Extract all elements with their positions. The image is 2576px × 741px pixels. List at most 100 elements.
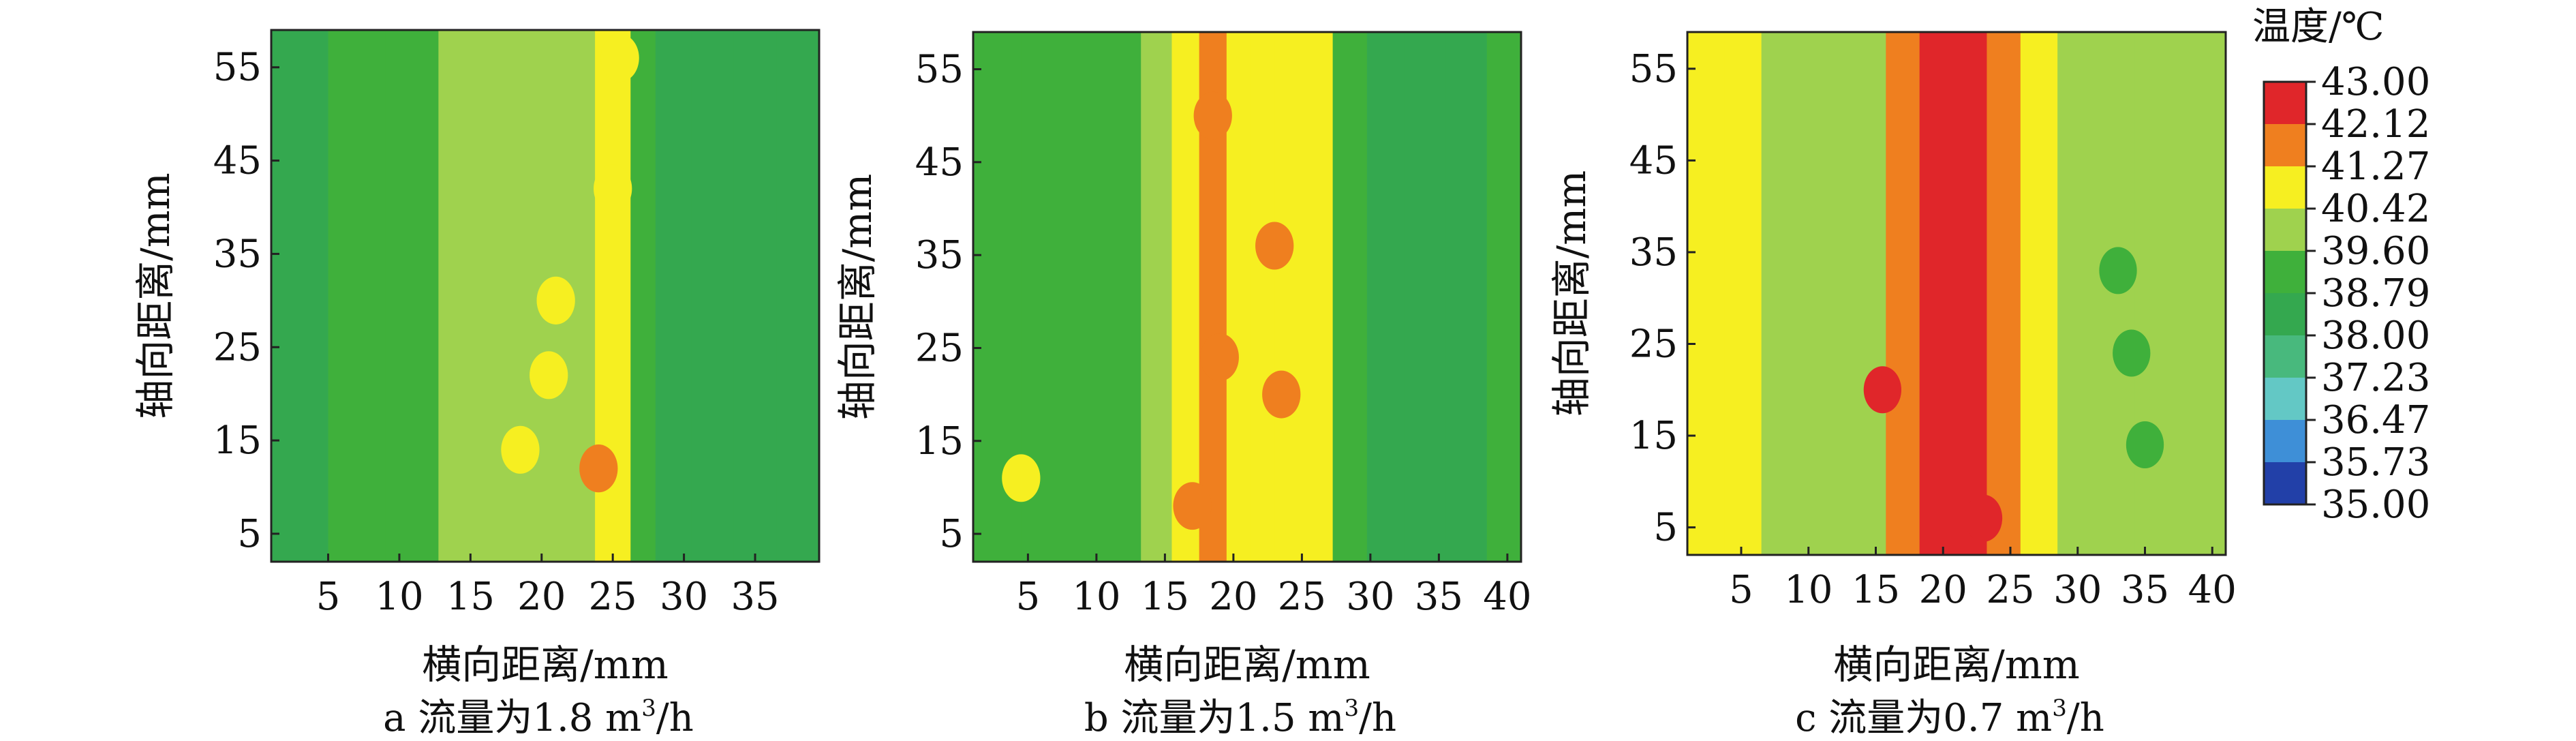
x-tick-label: 20 [1209,575,1257,619]
x-tick-label: 15 [1852,568,1900,612]
y-tick-label: 55 [213,46,262,90]
heatmap-band [2172,32,2207,555]
heatmap-band [1103,32,1142,562]
y-axis-label: 轴向距离/mm [1548,170,1595,417]
x-axis-label: 横向距离/mm [1124,641,1370,688]
x-tick-label: 40 [1483,575,1531,619]
heatmap-spot [1002,454,1041,502]
heatmap-spot [579,444,618,493]
colorbar-segment [2264,209,2306,251]
panel-b: 5 10 15 20 25 30 35 40 5 15 25 35 45 55 横向距离/mm 轴向距离/mm… [834,31,1532,740]
heatmap-band [1849,32,1887,555]
heatmap-band [385,30,440,562]
heatmap-band [271,30,329,562]
colorbar-tick-label: 37.23 [2321,356,2430,400]
heatmap-band [613,30,632,562]
heatmap-spot [1262,370,1301,419]
colorbar-segment [2264,378,2306,420]
colorbar-tick-label: 38.79 [2321,271,2430,316]
heatmap-band [630,30,656,562]
colorbar-segment [2264,293,2306,335]
colorbar-tick-label: 39.60 [2321,229,2430,273]
y-tick-label: 45 [915,140,964,185]
heatmap-band [328,30,386,562]
y-tick-label: 35 [1629,230,1678,275]
y-tick-label: 5 [237,512,262,556]
colorbar-segment [2264,335,2306,378]
heatmap-band [776,30,819,562]
x-tick-label: 10 [1784,568,1833,612]
heatmap-band [1251,32,1275,562]
heatmap-spot [1173,482,1212,530]
x-tick-label: 30 [2053,568,2102,612]
x-tick-label: 5 [1016,575,1041,619]
heatmap-band [733,30,778,562]
heatmap-band [1761,32,1806,555]
heatmap-band [2205,32,2226,555]
heatmap-spot [2113,329,2151,377]
heatmap-spot [536,276,575,324]
heatmap-spot [1193,91,1232,140]
y-tick-label: 15 [213,419,262,463]
y-tick-label: 35 [915,233,964,277]
heatmap-spot [2099,247,2137,294]
heatmap-band [438,30,482,562]
x-tick-label: 35 [731,575,779,619]
y-tick-label: 45 [1629,138,1678,183]
heatmap-band [2057,32,2099,555]
colorbar-segment [2264,82,2306,124]
x-tick-label: 30 [1346,575,1394,619]
colorbar-tick-label: 42.12 [2321,102,2430,147]
panel-caption: a 流量为1.8 m3/h [383,695,694,740]
y-tick-label: 25 [915,326,964,370]
colorbar-tick-label: 36.47 [2321,398,2430,442]
heatmap-band [1062,32,1104,562]
y-tick-label: 35 [213,232,262,276]
heatmap-field [271,30,819,562]
x-axis-label: 横向距离/mm [1833,641,2080,688]
heatmap-band [691,30,735,562]
x-tick-label: 5 [316,575,341,619]
x-tick-label: 20 [517,575,566,619]
x-tick-label: 20 [1919,568,1967,612]
x-tick-label: 35 [2121,568,2169,612]
heatmap-band [1724,32,1762,555]
plot-frame [972,31,1522,563]
y-tick-label: 25 [213,325,262,369]
heatmap-spot [1964,494,2003,542]
heatmap-spot [1255,222,1294,270]
heatmap-band [1486,32,1521,562]
heatmap-field [973,32,1521,562]
x-tick-label: 25 [589,575,637,619]
heatmap-band [1405,32,1447,562]
heatmap-band [1274,32,1303,562]
plot-frame [1686,31,2227,556]
heatmap-band [655,30,692,562]
x-tick-label: 10 [1072,575,1120,619]
heatmap-spot [530,351,568,399]
heatmap-band [1302,32,1334,562]
heatmap-spot [1200,333,1239,382]
colorbar-tick-label: 41.27 [2321,145,2430,189]
colorbar-tick-label: 38.00 [2321,314,2430,358]
x-axis-label: 横向距离/mm [422,641,669,688]
y-axis-label: 轴向距离/mm [834,174,880,421]
heatmap-spot [1863,366,1902,414]
heatmap-band [1886,32,1920,555]
heatmap-band [1366,32,1405,562]
panel-c: 5 10 15 20 25 30 35 40 5 15 25 35 45 55 横向距离/mm 轴向距离/mm… [1548,31,2237,740]
heatmap-band [1953,32,1988,555]
colorbar-segment [2264,166,2306,209]
heatmap-spot [501,425,540,474]
heatmap-band [1805,32,1850,555]
y-tick-label: 15 [915,419,964,464]
colorbar-tick-label: 35.00 [2321,483,2430,527]
heatmap-band [1687,32,1726,555]
y-tick-label: 15 [1629,414,1678,458]
x-tick-label: 15 [446,575,495,619]
heatmap-band [1141,32,1173,562]
x-tick-label: 25 [1986,568,2034,612]
colorbar-segment [2264,124,2306,166]
colorbar-segment [2264,420,2306,462]
